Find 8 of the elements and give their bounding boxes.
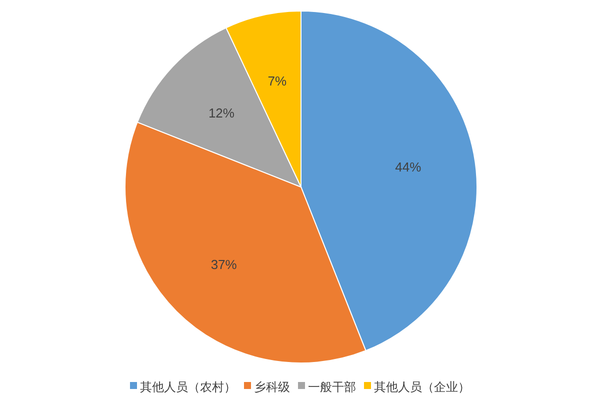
- legend-label: 其他人员（农村）: [140, 380, 236, 394]
- data-label: 37%: [210, 257, 238, 272]
- data-label: 7%: [268, 74, 288, 89]
- legend-label: 一般干部: [308, 380, 356, 394]
- legend-label: 乡科级: [254, 380, 290, 394]
- legend-label: 其他人员（企业）: [374, 380, 470, 394]
- data-label: 44%: [395, 160, 422, 175]
- data-label: 12%: [208, 105, 235, 120]
